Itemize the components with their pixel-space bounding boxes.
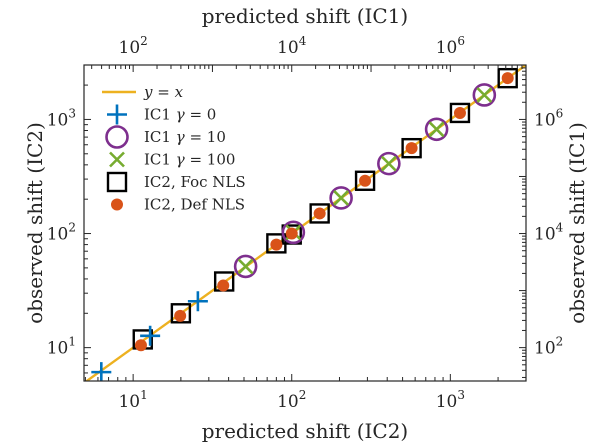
series-line: [84, 65, 526, 381]
legend-label: IC1 γ = 0: [144, 106, 216, 124]
data-point: [237, 258, 254, 275]
data-point: [170, 303, 192, 324]
data-point: [285, 227, 298, 240]
data-point: [329, 186, 353, 210]
data-point: [309, 203, 330, 224]
legend-entry: IC1 γ = 100: [109, 151, 235, 169]
data-point: [217, 279, 230, 292]
data-point: [377, 151, 401, 176]
series-0: [84, 65, 526, 381]
x-axis-tick-label: 103: [436, 388, 465, 412]
legend-marker: [111, 198, 123, 211]
data-point: [449, 102, 471, 124]
legend-marker: [107, 104, 127, 125]
legend-label: IC2, Foc NLS: [144, 173, 246, 191]
plot-frame: [83, 64, 527, 382]
legend-marker: [105, 125, 129, 149]
x2-axis-label: predicted shift (IC1): [202, 4, 409, 28]
y-axis-tick-label: 102: [47, 221, 76, 245]
legend-label: IC1 γ = 100: [144, 151, 235, 169]
legend-entry: y = x: [102, 83, 184, 101]
data-point: [313, 207, 326, 220]
y-axis-tick-label: 103: [47, 106, 76, 130]
data-point: [187, 291, 208, 312]
series-4: [132, 67, 518, 350]
data-point: [424, 117, 449, 142]
data-point: [333, 190, 350, 206]
legend-box: [91, 79, 270, 223]
data-point: [405, 142, 418, 155]
x-axis-tick-label: 101: [118, 388, 147, 412]
legend-label: y = x: [143, 83, 184, 101]
legend-label: IC1 γ = 10: [144, 128, 226, 146]
legend: y = x IC1 γ = 0 IC1 γ = 10 IC1 γ = 100 IC2, …: [91, 79, 270, 223]
series-layer: [84, 65, 526, 381]
data-point: [453, 106, 466, 119]
legend-entry: IC1 γ = 0: [107, 104, 216, 125]
data-point: [134, 339, 147, 352]
x-axis-label: predicted shift (IC2): [202, 419, 409, 443]
y-axis-tick-label: 101: [47, 335, 76, 359]
legend-entry: IC2, Def NLS: [111, 196, 245, 214]
series-1: [91, 291, 208, 381]
x2-axis-tick-label: 106: [436, 34, 465, 58]
data-point: [472, 83, 497, 107]
data-point: [174, 309, 187, 322]
data-point: [501, 72, 514, 85]
series-5: [134, 72, 514, 352]
data-point: [428, 121, 445, 138]
series-3: [237, 87, 493, 275]
legend-marker: [106, 171, 128, 193]
data-point: [91, 362, 112, 381]
data-point: [354, 170, 376, 191]
x2-axis-tick-label: 104: [277, 34, 307, 58]
data-point: [380, 155, 397, 172]
legend-entry: IC2, Foc NLS: [106, 171, 246, 193]
data-point: [497, 67, 518, 89]
axis-layer: 101 102 103 102 104 106 101 102 103 102 104 106: [47, 34, 564, 412]
data-point: [476, 87, 493, 103]
y2-axis-tick-label: 104: [534, 221, 564, 245]
legend-marker: [109, 151, 125, 168]
data-point: [140, 325, 161, 346]
data-point: [401, 137, 422, 159]
y-axis-label: observed shift (IC2): [23, 122, 47, 324]
y2-axis-tick-label: 106: [534, 106, 563, 130]
legend-entry: IC1 γ = 10: [105, 125, 226, 149]
data-point: [233, 254, 258, 279]
data-point: [359, 174, 372, 187]
x2-axis-tick-label: 102: [119, 34, 148, 58]
x-axis-tick-label: 102: [277, 388, 306, 412]
y2-axis-tick-label: 102: [534, 335, 563, 359]
legend-label: IC2, Def NLS: [144, 196, 245, 214]
data-point: [270, 238, 283, 251]
y2-axis-label: observed shift (IC1): [565, 122, 589, 324]
data-point: [281, 220, 306, 245]
series-2: [233, 83, 497, 279]
